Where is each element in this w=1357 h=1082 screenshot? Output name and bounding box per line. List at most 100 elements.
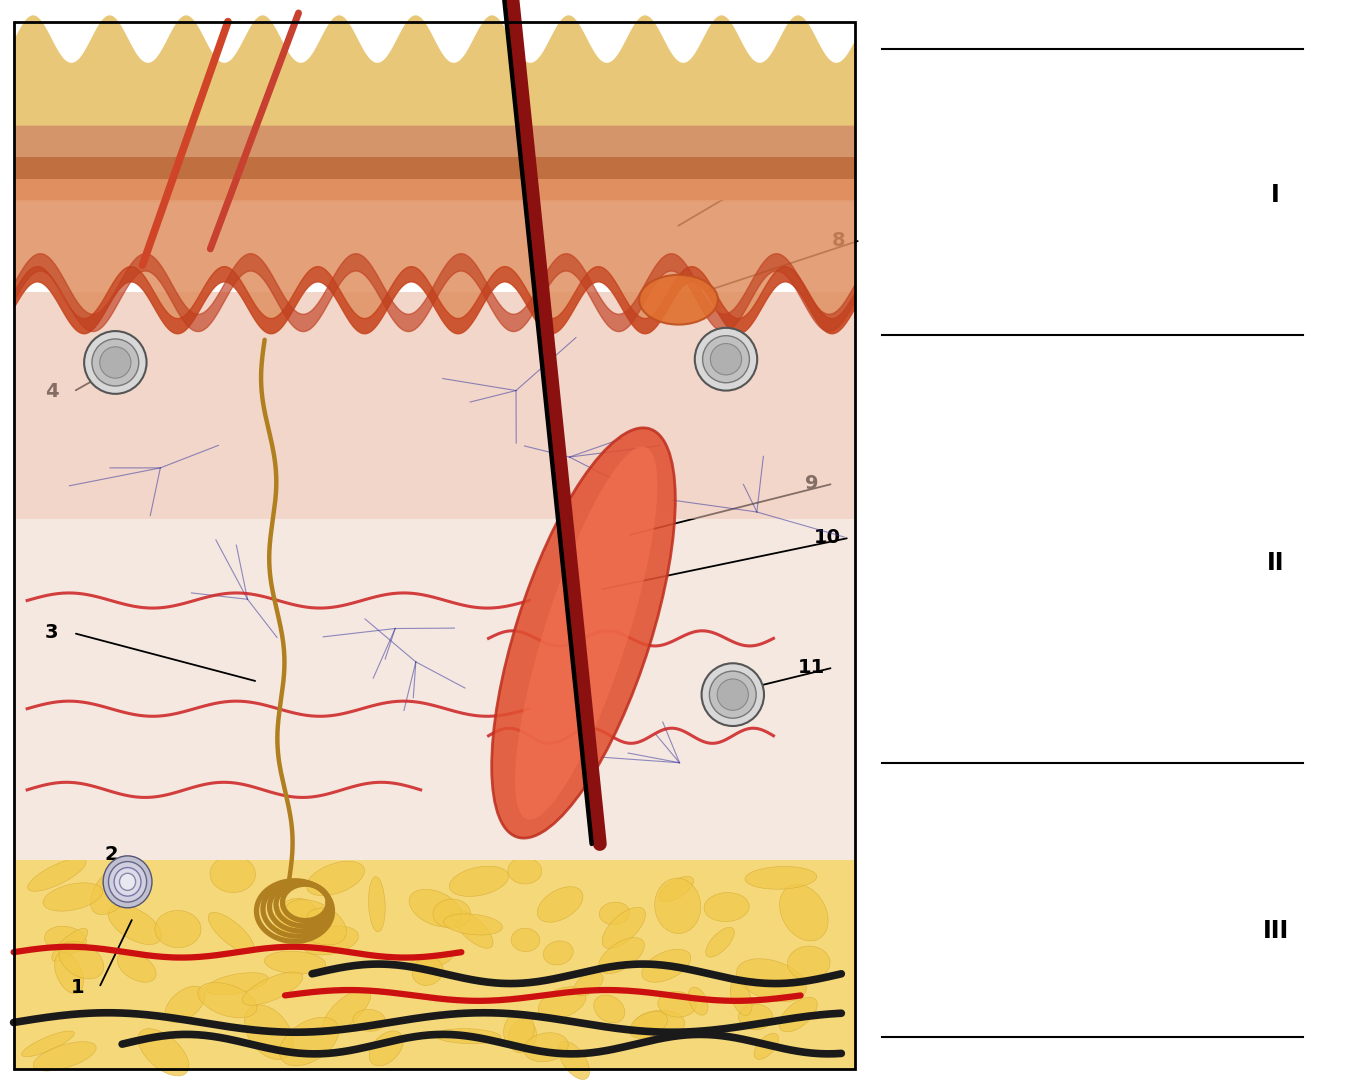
Ellipse shape — [654, 879, 700, 934]
Ellipse shape — [54, 952, 83, 993]
Ellipse shape — [718, 679, 749, 711]
Text: 4: 4 — [45, 382, 58, 401]
Text: 3: 3 — [45, 623, 58, 643]
Text: 6: 6 — [448, 30, 461, 50]
FancyBboxPatch shape — [14, 124, 855, 157]
Ellipse shape — [43, 883, 103, 911]
Ellipse shape — [27, 858, 85, 892]
Text: 7: 7 — [767, 147, 780, 167]
Ellipse shape — [730, 980, 752, 1016]
Text: 8: 8 — [832, 230, 845, 250]
Text: III: III — [1262, 919, 1289, 942]
Ellipse shape — [285, 899, 346, 945]
Ellipse shape — [779, 998, 817, 1032]
Ellipse shape — [688, 987, 708, 1015]
FancyBboxPatch shape — [14, 38, 855, 124]
Ellipse shape — [558, 1041, 590, 1080]
FancyBboxPatch shape — [14, 179, 855, 200]
Ellipse shape — [369, 876, 385, 932]
Ellipse shape — [452, 910, 493, 948]
Ellipse shape — [114, 868, 141, 896]
Ellipse shape — [353, 1010, 385, 1031]
Ellipse shape — [84, 331, 147, 394]
Ellipse shape — [52, 928, 88, 962]
Ellipse shape — [323, 989, 370, 1032]
Ellipse shape — [433, 899, 471, 928]
FancyBboxPatch shape — [14, 157, 855, 179]
Ellipse shape — [660, 876, 693, 901]
Text: 2: 2 — [104, 845, 118, 865]
Ellipse shape — [301, 926, 358, 955]
Ellipse shape — [524, 1032, 569, 1061]
Ellipse shape — [594, 995, 624, 1022]
Ellipse shape — [408, 889, 461, 927]
Ellipse shape — [58, 941, 103, 979]
Ellipse shape — [208, 912, 254, 953]
Ellipse shape — [630, 1012, 668, 1039]
Ellipse shape — [658, 991, 696, 1017]
Ellipse shape — [33, 1042, 96, 1071]
Ellipse shape — [109, 861, 147, 902]
Ellipse shape — [737, 959, 806, 1002]
Ellipse shape — [779, 884, 828, 941]
Ellipse shape — [704, 893, 749, 922]
Ellipse shape — [92, 339, 138, 386]
Ellipse shape — [710, 671, 756, 718]
Text: I: I — [1272, 183, 1280, 207]
Ellipse shape — [307, 908, 335, 924]
Ellipse shape — [537, 886, 584, 922]
Ellipse shape — [242, 972, 303, 1005]
FancyBboxPatch shape — [14, 292, 855, 860]
Ellipse shape — [508, 1020, 536, 1053]
Ellipse shape — [280, 1017, 339, 1066]
Text: II: II — [1267, 551, 1284, 575]
Ellipse shape — [639, 275, 718, 325]
Ellipse shape — [508, 858, 541, 884]
Ellipse shape — [166, 986, 205, 1022]
Ellipse shape — [206, 973, 269, 994]
Text: 9: 9 — [805, 474, 818, 493]
Ellipse shape — [138, 1029, 189, 1076]
Ellipse shape — [369, 1031, 403, 1066]
Ellipse shape — [754, 1033, 779, 1059]
Ellipse shape — [22, 1031, 75, 1057]
Text: 1: 1 — [71, 978, 84, 998]
Ellipse shape — [274, 898, 319, 945]
Ellipse shape — [103, 856, 152, 908]
Ellipse shape — [738, 1004, 772, 1030]
Ellipse shape — [695, 328, 757, 391]
Ellipse shape — [543, 941, 573, 965]
Ellipse shape — [119, 873, 136, 890]
Ellipse shape — [787, 946, 830, 980]
Text: 10: 10 — [814, 528, 841, 547]
Ellipse shape — [100, 346, 130, 378]
Ellipse shape — [703, 335, 749, 383]
Ellipse shape — [516, 447, 657, 819]
Ellipse shape — [632, 1011, 685, 1039]
FancyBboxPatch shape — [14, 292, 855, 519]
Ellipse shape — [198, 982, 256, 1018]
Ellipse shape — [434, 1029, 501, 1044]
Ellipse shape — [45, 926, 87, 953]
Ellipse shape — [91, 863, 137, 914]
Ellipse shape — [449, 866, 509, 896]
Ellipse shape — [444, 914, 502, 935]
Ellipse shape — [117, 952, 156, 982]
Ellipse shape — [265, 951, 326, 974]
Ellipse shape — [210, 856, 255, 893]
Ellipse shape — [603, 907, 646, 949]
Ellipse shape — [244, 1005, 293, 1059]
Ellipse shape — [307, 861, 365, 896]
Ellipse shape — [512, 928, 540, 951]
FancyBboxPatch shape — [14, 860, 855, 1069]
Ellipse shape — [491, 427, 676, 839]
Ellipse shape — [702, 663, 764, 726]
Text: 11: 11 — [798, 658, 825, 677]
Ellipse shape — [109, 905, 161, 945]
Ellipse shape — [745, 867, 817, 889]
Ellipse shape — [600, 902, 630, 925]
Ellipse shape — [413, 958, 444, 986]
Ellipse shape — [155, 910, 201, 948]
Ellipse shape — [574, 973, 603, 995]
Ellipse shape — [706, 927, 734, 958]
